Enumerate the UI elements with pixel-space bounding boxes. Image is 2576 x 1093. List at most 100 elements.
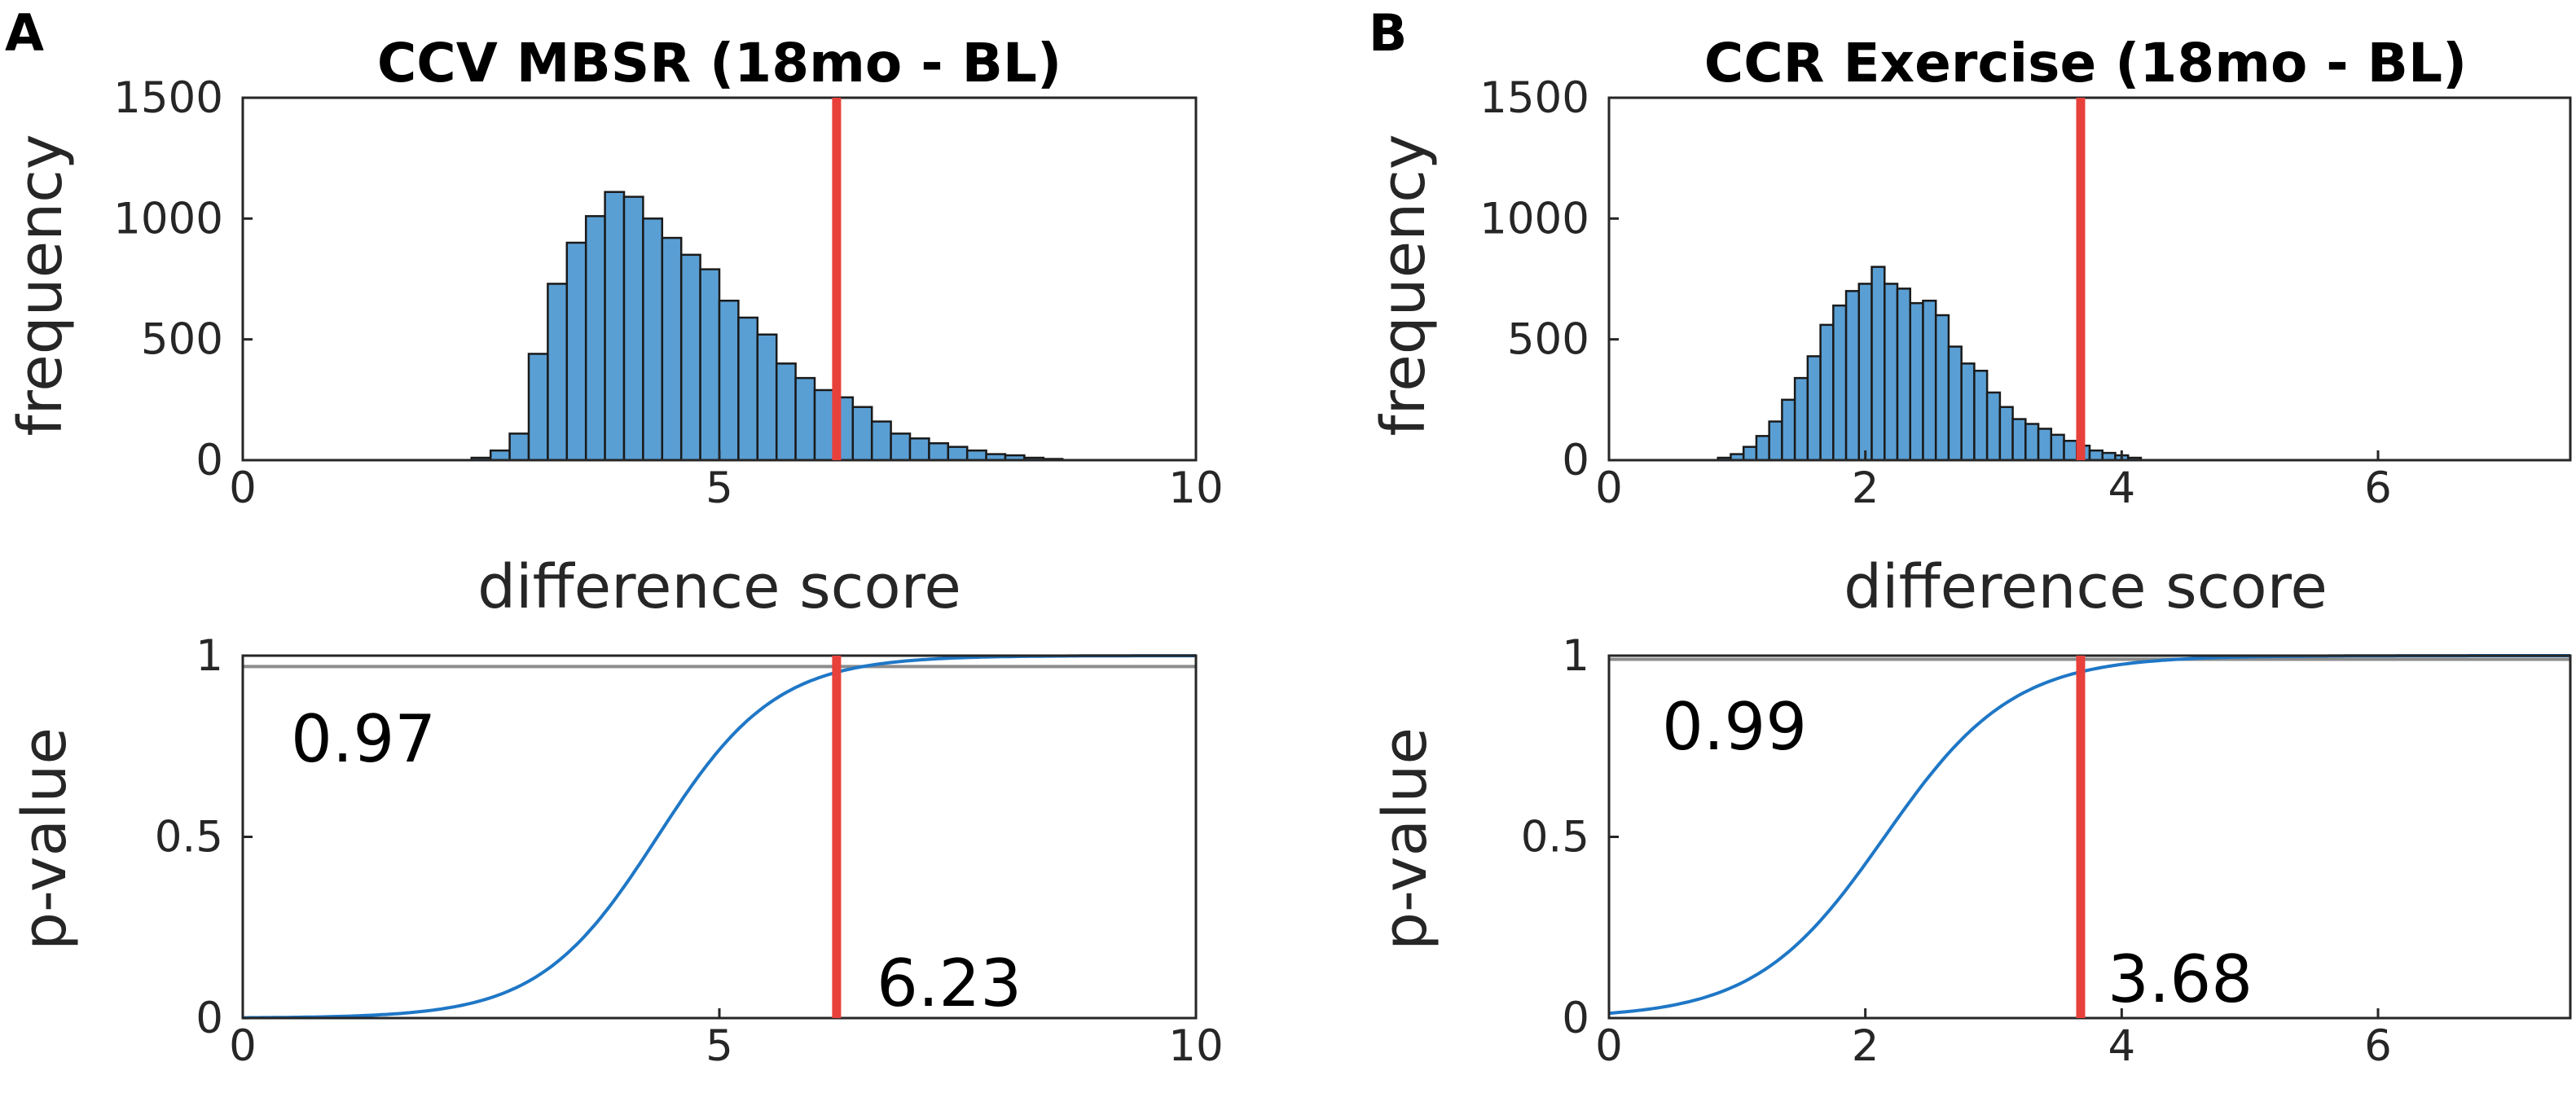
panel-a-hist-bar (908, 437, 930, 462)
panel-b-hist-bar (1896, 288, 1911, 462)
panel-a-hist-bar (890, 432, 912, 462)
panel-b-cdf-ytick-label: 0 (1562, 994, 1589, 1043)
panel-a-hist-bar (604, 191, 626, 462)
panel-b-hist-bar (1947, 345, 1963, 462)
panel-a-hist-bar (584, 215, 606, 462)
panel-b-hist-xtick-label: 0 (1595, 463, 1623, 513)
panel-b-hist-bar (2024, 423, 2040, 462)
panel-a-title: CCV MBSR (18mo - BL) (377, 32, 1062, 94)
panel-a-hist-bar (756, 333, 778, 462)
panel-b-hist-bar (2050, 433, 2065, 462)
panel-b-hist-bar (1934, 314, 1950, 462)
panel-b-hist-bar (1985, 391, 2002, 462)
panel-b-hist-ytick-label: 1000 (1479, 194, 1589, 244)
panel-b-cdf-frame (1607, 654, 2572, 1020)
panel-a-cdf-ytick-label: 1 (196, 631, 223, 681)
panel-b-cdf-ytick-label: 1 (1562, 631, 1589, 681)
panel-a-cdf-xtick-label: 0 (229, 1021, 257, 1071)
panel-a-hist-ytick-label: 0 (196, 436, 223, 485)
panel-a-letter: A (5, 3, 44, 63)
panel-b-hist-bar (1781, 398, 1796, 462)
panel-a-hist-bar (737, 316, 759, 462)
panel-a-hist-xlabel: difference score (477, 552, 961, 622)
panel-b-hist-xtick-label: 4 (2108, 463, 2135, 513)
panel-a-hist-bars (470, 191, 1064, 462)
panel-a-hist-bar (965, 449, 987, 462)
panel-b-cdf-xtick-label: 0 (1595, 1021, 1623, 1071)
panel-b-hist-bar (1884, 283, 1899, 462)
panel-b-cdf-xtick-label: 2 (1852, 1021, 1879, 1071)
panel-b-hist-bar (1755, 435, 1770, 462)
panel-b-hist-xtick-label: 2 (1852, 463, 1879, 513)
panel-a-hist-bar (508, 432, 530, 462)
panel-a-hist-bar (851, 406, 873, 462)
panel-b-hist-bar (1998, 406, 2014, 462)
panel-b-hist-bar (1819, 323, 1835, 462)
panel-b-histogram: frequency difference score 0 2 4 6 0 500 1000 1… (1369, 73, 2572, 622)
panel-a-hist-bar (775, 362, 797, 462)
panel-a-hist-ticks: 0 5 10 0 500 1000 1500 (113, 73, 1224, 513)
panel-a-hist-frame (241, 96, 1198, 462)
panel-a-hist-bar (870, 420, 892, 462)
panel-b-hist-ytick-label: 1500 (1479, 73, 1589, 123)
panel-a-hist-bar (947, 446, 969, 462)
panel-b-hist-xtick-label: 6 (2364, 463, 2392, 513)
panel-b-hist-bar (1870, 266, 1886, 462)
panel-a-hist-ylabel: frequency (6, 134, 76, 436)
panel-a-hist-xtick-label: 10 (1168, 463, 1223, 513)
panel-a-cdf-ticks: 0 5 10 0 0.5 1 (155, 631, 1224, 1071)
panel-b-hist-bar (1742, 446, 1758, 462)
panel-a-hist-bar (699, 268, 721, 462)
panel-a-cdf-xtick-label: 10 (1168, 1021, 1223, 1071)
panel-b-cdf-ylabel: p-value (1370, 727, 1440, 950)
panel-b-cdf-ytick-label: 0.5 (1521, 813, 1589, 863)
panel-a-cdf: p-value 0 5 10 0 0.5 1 0.97 6.23 (10, 631, 1224, 1071)
panel-a-hist-bar (718, 299, 740, 462)
panel-a-score-annotation: 6.23 (877, 946, 1022, 1021)
panel-a-hist-ytick-label: 500 (141, 315, 223, 365)
panel-b-title: CCR Exercise (18mo - BL) (1704, 32, 2467, 94)
panel-a-hist-ytick-label: 1000 (113, 194, 223, 244)
panel-b-hist-bar (1909, 301, 1924, 462)
panel-b-letter: B (1369, 3, 1407, 63)
panel-a-cdf-ylabel: p-value (10, 727, 80, 950)
panel-a-cdf-frame (241, 654, 1198, 1020)
panel-b-cdf-xtick-label: 6 (2364, 1021, 2392, 1071)
panel-b-hist-ylabel: frequency (1369, 134, 1439, 436)
panel-a-hist-xtick-label: 0 (229, 463, 257, 513)
panel-b-hist-bar (2088, 449, 2103, 462)
panel-b-hist-bar (1973, 369, 1989, 462)
panel-b-p-annotation: 0.99 (1662, 689, 1807, 765)
panel-b-hist-bar (1832, 304, 1848, 462)
panel-a-hist-bar (813, 388, 835, 462)
panel-b-hist-bar (1793, 376, 1809, 462)
panel-b-hist-bar (2037, 428, 2053, 462)
panel-a-hist-bar (527, 353, 549, 462)
panel-b-cdf-xtick-label: 4 (2108, 1021, 2135, 1071)
panel-a-cdf-ytick-label: 0 (196, 994, 223, 1043)
panel-b-hist-bar (1768, 420, 1783, 462)
panel-a-hist-bar (794, 376, 816, 462)
panel-b-hist-bar (1922, 299, 1937, 462)
panel-a-hist-bar (565, 241, 587, 462)
panel-b-score-annotation: 3.68 (2108, 942, 2253, 1017)
panel-a-hist-ytick-label: 1500 (113, 73, 223, 123)
panel-a-hist-bar (661, 236, 683, 462)
panel-a-hist-bar (928, 441, 950, 462)
panel-b: B CCR Exercise (18mo - BL) frequency dif… (1369, 3, 2572, 1071)
panel-b-hist-bar (1806, 355, 1822, 462)
panel-b-hist-xlabel: difference score (1844, 552, 2328, 622)
panel-a-cdf-ytick-label: 0.5 (155, 813, 223, 863)
panel-b-hist-ytick-label: 0 (1562, 436, 1589, 485)
panel-a-p-annotation: 0.97 (291, 701, 436, 777)
panel-a-hist-bar (642, 217, 664, 462)
panel-b-hist-bar (1960, 362, 1976, 462)
panel-b-cdf: p-value 0 2 4 6 0 0.5 1 0.99 3.68 (1370, 631, 2572, 1071)
panel-a-histogram: frequency difference score 0 5 10 0 500 1000 1… (6, 73, 1224, 622)
panel-a: A CCV MBSR (18mo - BL) frequency differe… (5, 3, 1224, 1071)
panel-b-hist-ticks: 0 2 4 6 0 500 1000 1500 (1479, 73, 2392, 513)
panel-b-hist-bar (2011, 418, 2027, 462)
panel-a-hist-bar (679, 253, 701, 462)
panel-b-hist-ytick-label: 500 (1507, 315, 1589, 365)
